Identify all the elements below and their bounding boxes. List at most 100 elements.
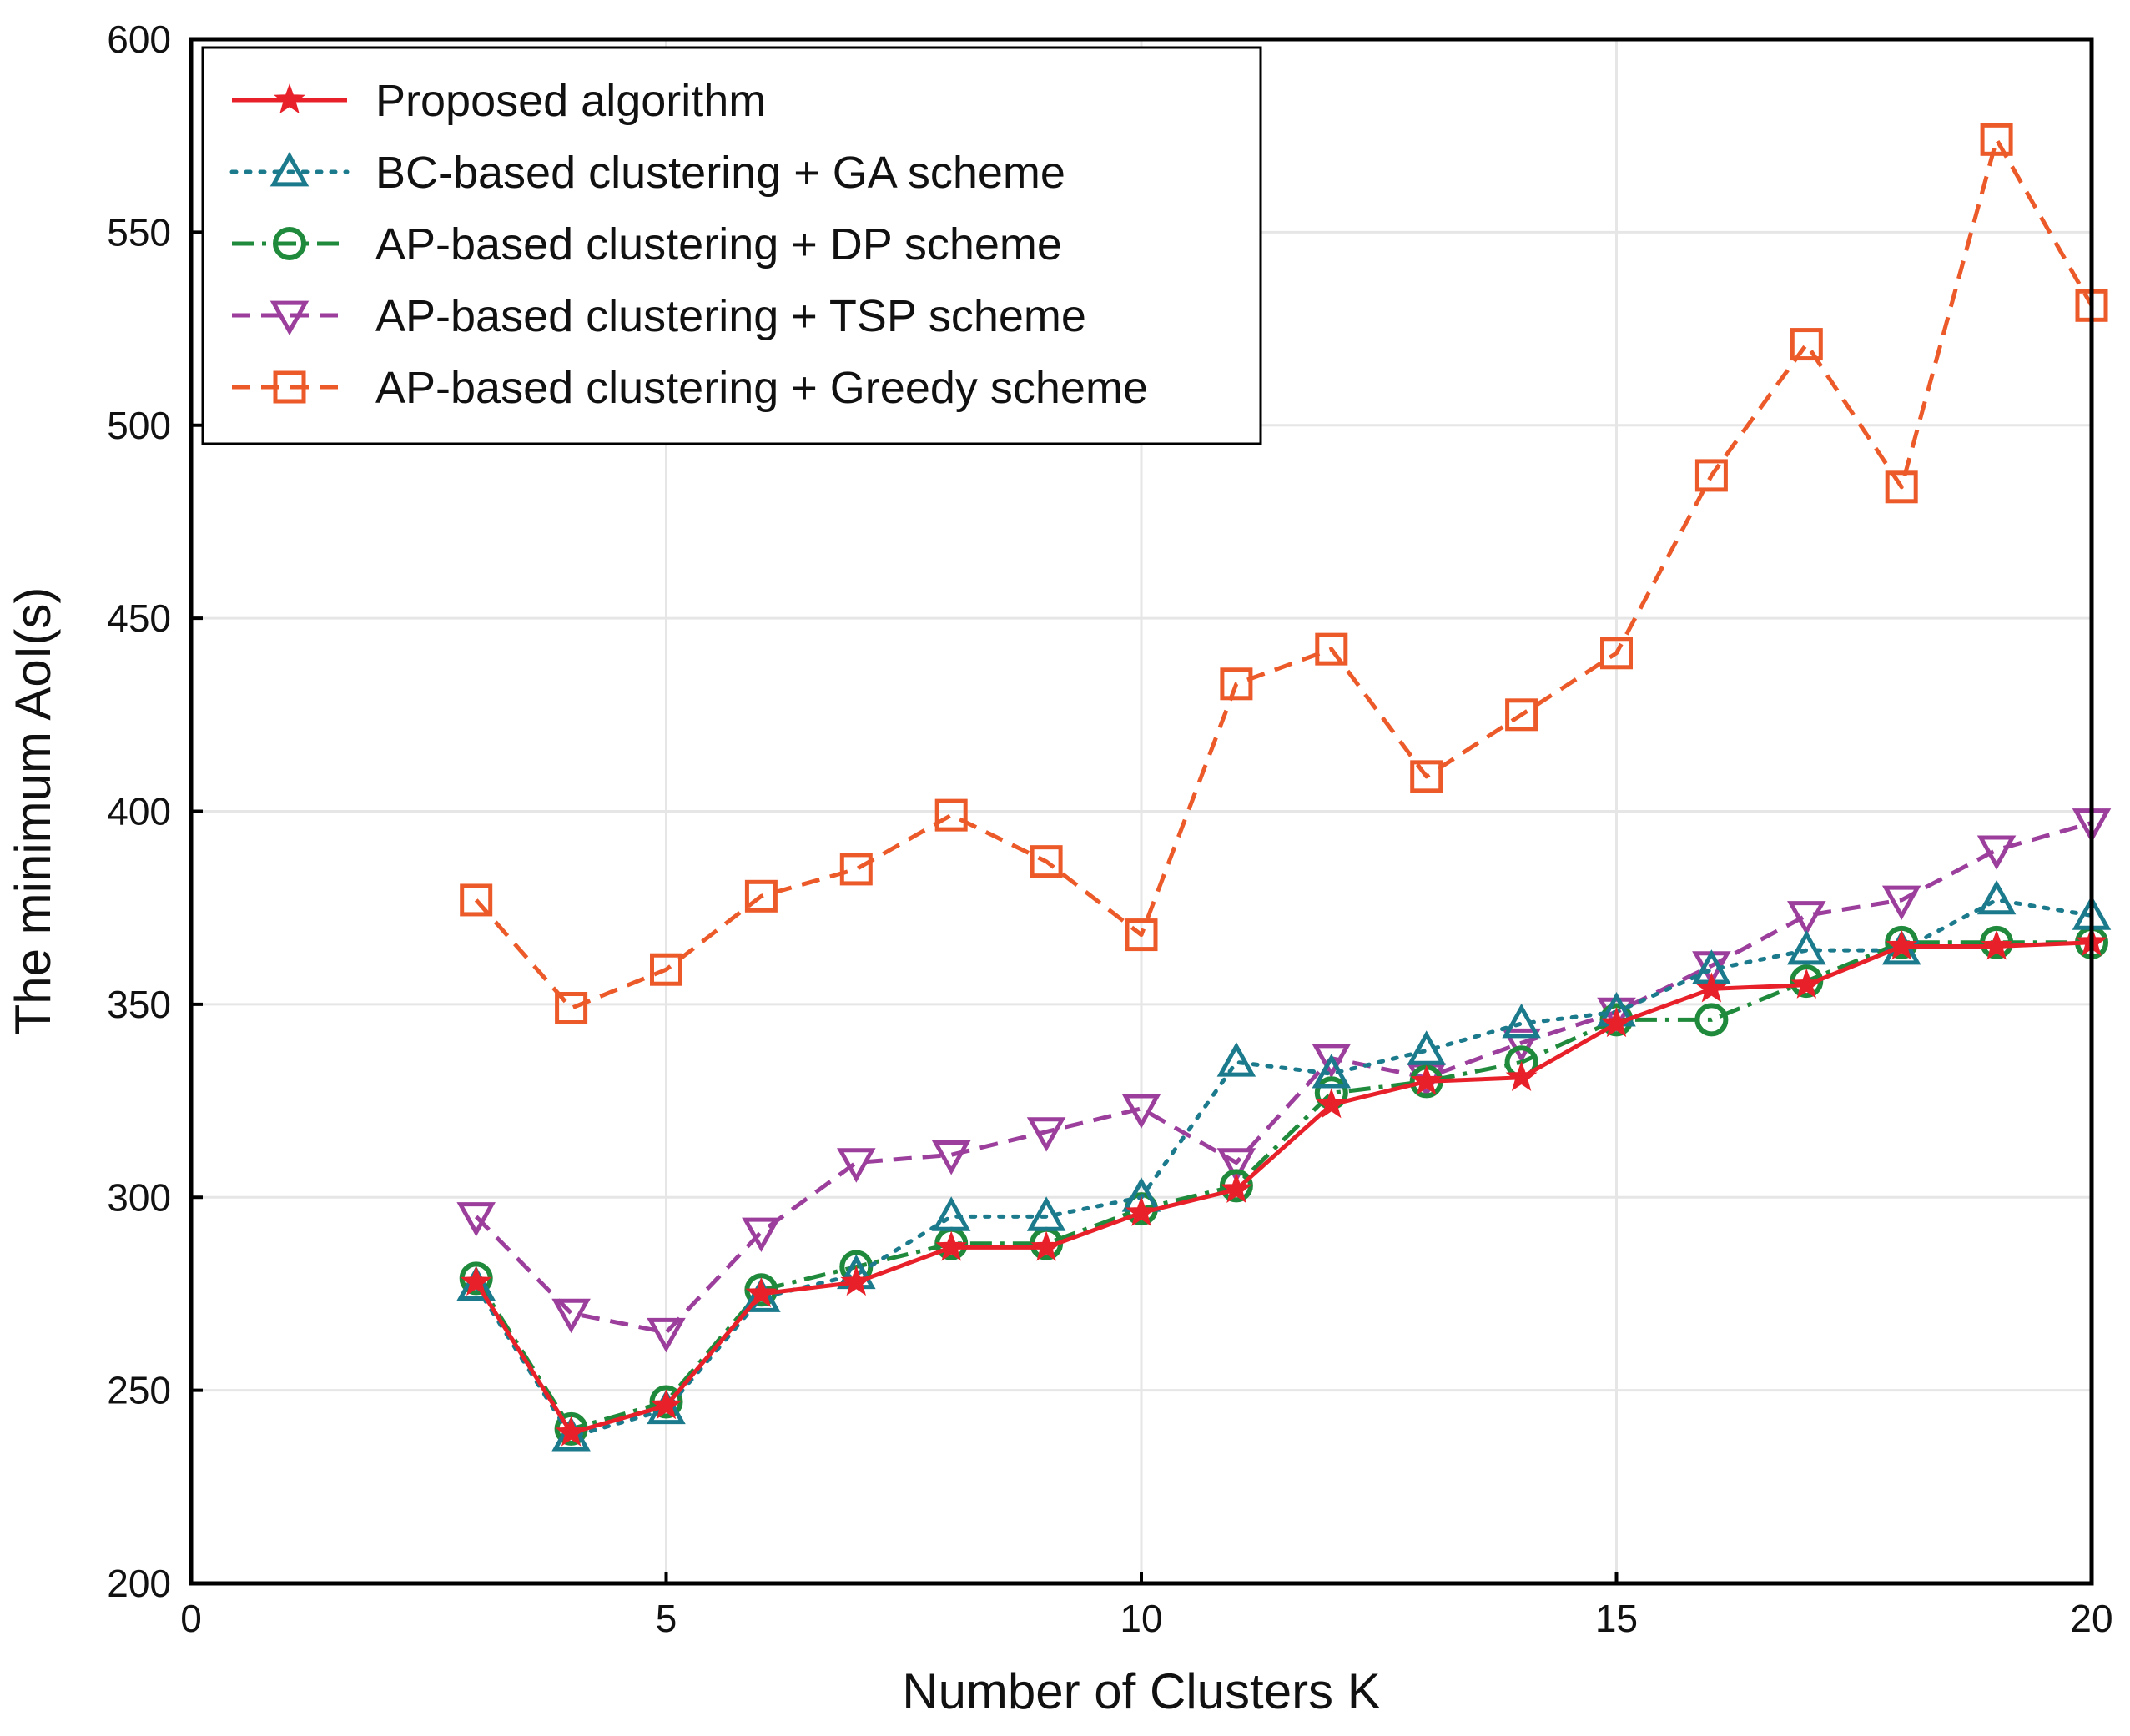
data-point	[742, 1277, 781, 1312]
y-tick-label: 500	[107, 404, 171, 447]
data-point	[1980, 123, 2013, 156]
data-point	[744, 879, 778, 913]
series-line	[474, 137, 2094, 1010]
legend-marker	[274, 83, 305, 114]
data-point	[1694, 459, 1728, 492]
data-point	[456, 1266, 496, 1301]
data-point	[1216, 1042, 1256, 1077]
data-point	[1125, 1195, 1157, 1226]
data-point	[1216, 1148, 1256, 1183]
legend-label: AP-based clustering + DP scheme	[375, 219, 1062, 269]
x-tick-label: 0	[180, 1597, 202, 1640]
data-point	[1121, 1094, 1161, 1129]
data-point	[1695, 972, 1728, 1003]
data-point	[1886, 929, 1918, 960]
data-point	[1026, 1196, 1066, 1231]
legend-label: AP-based clustering + TSP scheme	[375, 291, 1086, 341]
axis-ticks: 0 5 10 15 20 200 250 300 350 400 450 500 550 600	[107, 18, 2112, 1640]
data-point	[1600, 637, 1633, 670]
legend-marker	[269, 300, 310, 336]
series-4	[456, 808, 2112, 1353]
legend-entry: AP-based clustering + TSP scheme	[232, 291, 1086, 341]
x-tick-label: 20	[2070, 1597, 2112, 1640]
data-point	[650, 1389, 682, 1420]
series-line	[474, 898, 2094, 1439]
data-point	[647, 1317, 686, 1353]
legend-entry: Proposed algorithm	[232, 76, 766, 126]
data-point	[931, 1196, 971, 1231]
data-point	[555, 992, 588, 1025]
y-tick-label: 600	[107, 18, 171, 61]
data-point	[456, 1202, 496, 1237]
series-3	[459, 925, 2108, 1446]
data-point	[1790, 968, 1823, 999]
data-point	[745, 1276, 778, 1308]
data-point	[555, 1416, 587, 1447]
data-point	[1315, 632, 1348, 666]
data-point	[742, 1217, 781, 1253]
legend-marker	[273, 227, 306, 260]
y-tick-label: 350	[107, 983, 171, 1026]
data-point	[1312, 1054, 1352, 1089]
data-point	[837, 1148, 876, 1183]
data-point	[1976, 835, 2017, 870]
data-point	[1881, 885, 1921, 921]
data-point	[1505, 698, 1538, 732]
series-line	[474, 940, 2092, 1432]
data-point	[1790, 328, 1823, 361]
x-tick-label: 10	[1120, 1597, 1162, 1640]
legend-entry: AP-based clustering + DP scheme	[232, 219, 1062, 269]
data-point	[460, 883, 493, 917]
legend-label: Proposed algorithm	[375, 76, 766, 126]
data-point	[935, 1230, 968, 1261]
data-point	[1312, 1044, 1352, 1079]
data-point	[839, 853, 873, 886]
y-tick-label: 250	[107, 1369, 171, 1412]
data-point	[1030, 845, 1063, 878]
legend-entry: BC-based clustering + GA scheme	[229, 148, 1065, 198]
series-2	[456, 879, 2112, 1452]
data-point	[1600, 1007, 1633, 1038]
data-point	[931, 1140, 971, 1175]
legend-label: BC-based clustering + GA scheme	[375, 148, 1065, 198]
legend-marker	[273, 370, 306, 404]
series-line	[474, 940, 2092, 1435]
data-point	[1410, 760, 1443, 793]
legend-label: AP-based clustering + Greedy scheme	[375, 363, 1148, 413]
y-axis-label: The minimum AoI(s)	[5, 587, 61, 1035]
data-point	[1787, 929, 1826, 965]
data-point	[1885, 470, 1918, 504]
data-point	[1787, 901, 1826, 936]
data-point	[1407, 1030, 1446, 1065]
y-tick-label: 200	[107, 1562, 171, 1605]
data-point	[460, 1266, 492, 1296]
data-point	[1976, 879, 2017, 915]
y-tick-label: 400	[107, 790, 171, 833]
legend-entry: AP-based clustering + Greedy scheme	[232, 363, 1148, 413]
data-point	[1981, 929, 2013, 960]
series-layer	[456, 123, 2112, 1452]
legend-box	[201, 46, 1262, 445]
data-point	[1502, 1003, 1541, 1039]
data-point	[551, 1416, 591, 1452]
series-5	[460, 123, 2108, 1025]
data-point	[1026, 1117, 1066, 1152]
data-point	[650, 953, 682, 986]
data-point	[1220, 1173, 1252, 1204]
x-tick-label: 15	[1595, 1597, 1638, 1640]
series-line	[474, 820, 2092, 1335]
data-point	[1125, 918, 1158, 952]
y-tick-label: 300	[107, 1175, 171, 1219]
data-point	[1502, 1028, 1541, 1064]
data-point	[1410, 1064, 1443, 1095]
y-tick-label: 450	[107, 596, 171, 640]
x-tick-label: 5	[656, 1597, 677, 1640]
data-point	[1505, 1060, 1538, 1091]
data-point	[551, 1298, 591, 1334]
data-point	[840, 1266, 873, 1296]
data-point	[1694, 1003, 1729, 1037]
legend-entries: Proposed algorithm BC-based clustering + …	[229, 76, 1148, 413]
data-point	[934, 798, 968, 832]
x-axis-label: Number of Clusters K	[902, 1663, 1381, 1719]
